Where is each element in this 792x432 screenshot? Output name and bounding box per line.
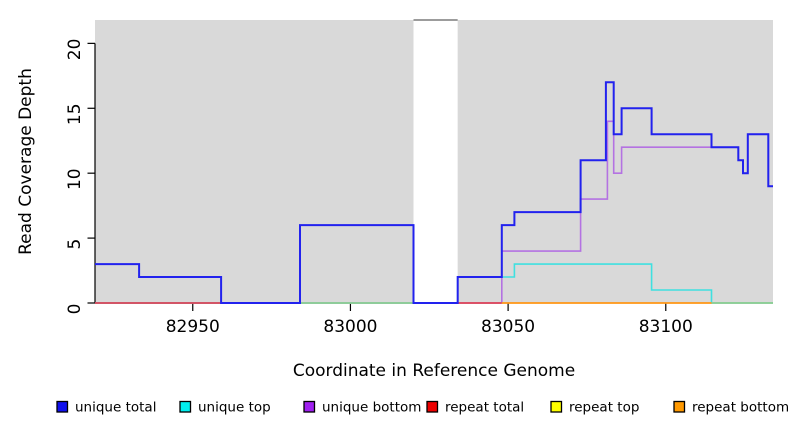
y-tick-label: 5 — [65, 239, 85, 250]
legend-label-repeat-bottom: repeat bottom — [692, 400, 789, 416]
series-line-unique-total — [95, 81, 773, 304]
y-tick-label: 15 — [65, 103, 85, 125]
y-axis-title: Read Coverage Depth — [16, 68, 36, 255]
y-tick-label: 10 — [65, 168, 85, 190]
legend-swatch-repeat-total — [426, 400, 439, 413]
x-tick-label: 83100 — [639, 317, 693, 337]
x-tick-label: 83000 — [323, 317, 377, 337]
legend-label-unique-total: unique total — [75, 400, 156, 416]
legend-swatch-unique-top — [179, 400, 192, 413]
legend-swatch-unique-total — [56, 400, 69, 413]
masked-region-band — [413, 19, 458, 303]
legend-label-repeat-total: repeat total — [445, 400, 524, 416]
legend-swatch-repeat-top — [550, 400, 563, 413]
x-tick-label: 83050 — [481, 317, 535, 337]
legend-label-unique-top: unique top — [198, 400, 271, 416]
x-axis-title: Coordinate in Reference Genome — [293, 361, 575, 381]
x-tick-label: 82950 — [166, 317, 220, 337]
legend-label-unique-bottom: unique bottom — [322, 400, 421, 416]
legend-swatch-unique-bottom — [303, 400, 316, 413]
legend-label-repeat-top: repeat top — [569, 400, 639, 416]
legend-swatch-repeat-bottom — [673, 400, 686, 413]
y-tick-label: 20 — [65, 39, 85, 61]
y-tick-label: 0 — [65, 304, 85, 315]
